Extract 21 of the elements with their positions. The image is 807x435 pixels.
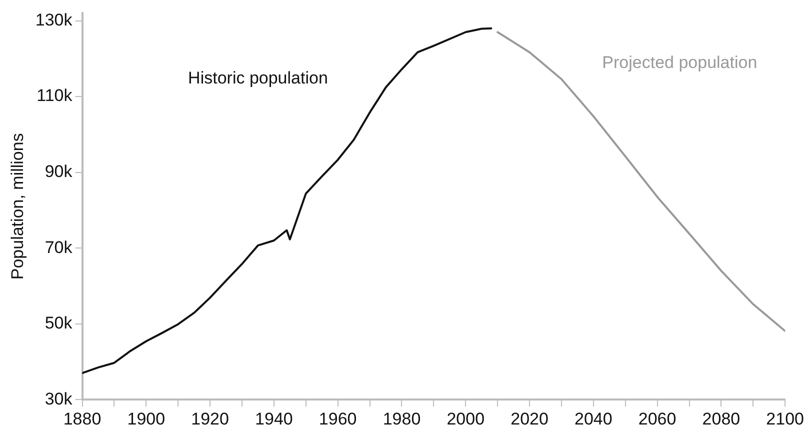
x-tick-label: 1960 [318,409,357,428]
x-tick-label: 2080 [702,409,740,428]
x-tick-label: 1980 [382,409,421,428]
x-tick-label: 2000 [446,409,485,428]
x-tick-label: 1900 [127,409,166,428]
y-tick-label: 30k [44,389,73,408]
x-tick-label: 1920 [191,409,229,428]
y-tick-label: 50k [44,314,73,333]
x-tick-label: 2060 [638,409,676,428]
x-tick-label: 2020 [510,409,548,428]
x-tick-label: 1880 [63,409,102,428]
y-tick-label: 130k [35,10,73,30]
y-axis-title: Population, millions [8,133,27,280]
y-tick-label: 110k [36,86,73,106]
x-tick-label: 2040 [574,409,612,428]
x-tick-label: 2100 [766,409,804,428]
text: Historic population [188,68,328,88]
y-tick-label: 70k [44,238,73,257]
text: Projected population [602,53,758,72]
x-tick-label: 1940 [255,409,293,428]
y-tick-label: 90k [44,162,73,181]
